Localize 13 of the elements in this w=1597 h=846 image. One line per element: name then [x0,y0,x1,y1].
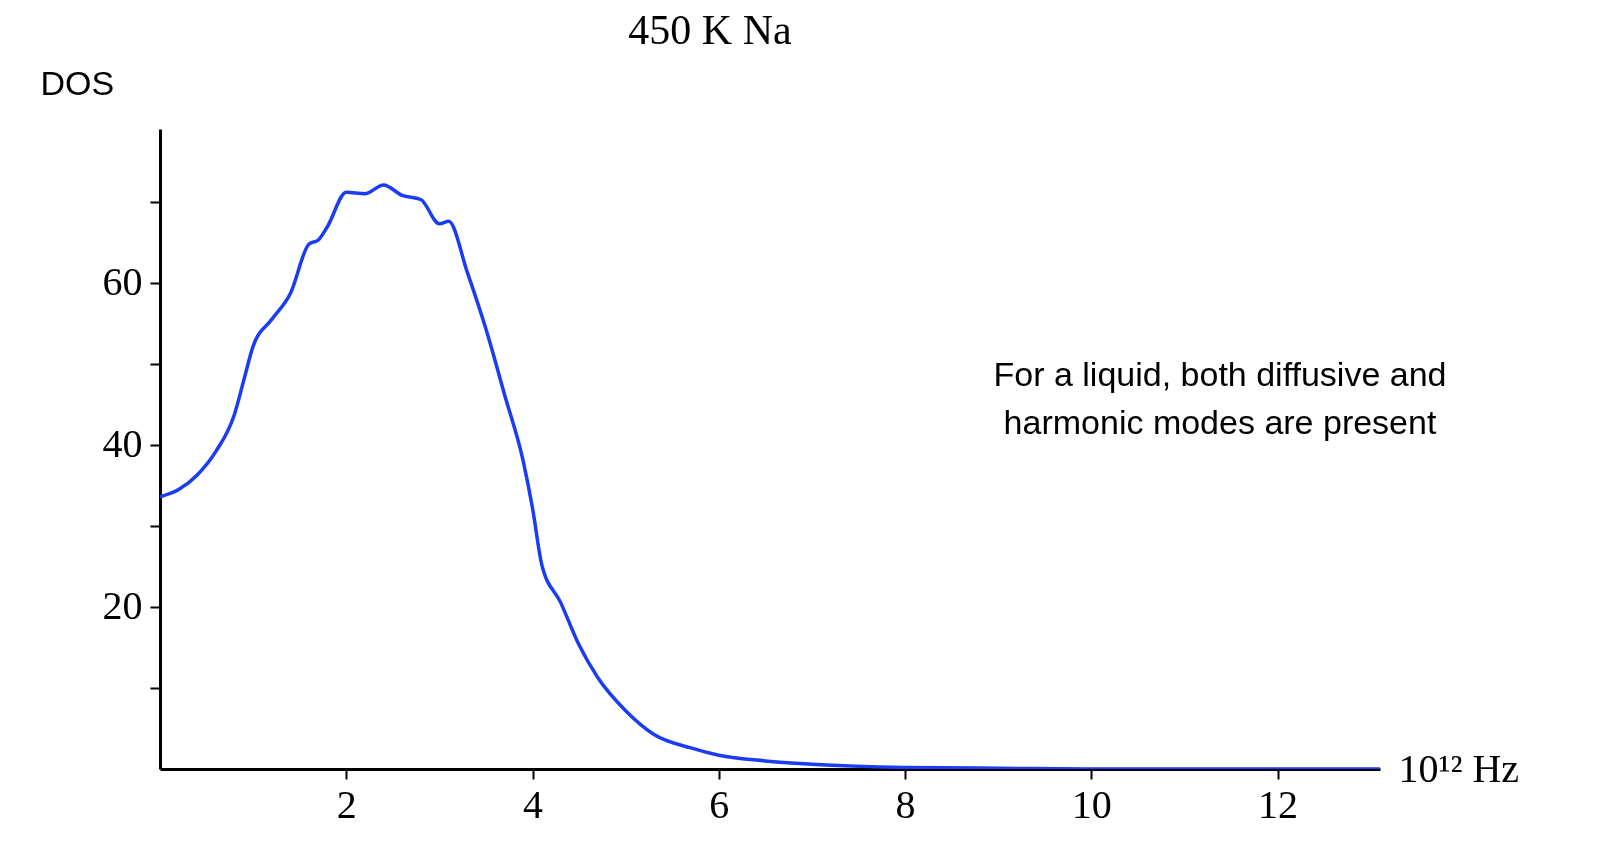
annotation: For a liquid, both diffusive and harmonic modes are present [993,355,1447,441]
x-tick-label: 6 [709,781,730,827]
chart-title: 450 K Na [628,7,793,53]
y-tick-label: 60 [102,259,143,305]
x-tick-label: 8 [895,781,916,827]
y-axis-title: DOS [40,63,115,102]
x-axis-title: 10¹² Hz [1398,745,1520,791]
y-tick-label: 20 [102,583,143,629]
x-tick-label: 4 [523,781,544,827]
x-tick-label: 10 [1071,781,1112,827]
x-tick-label: 2 [336,781,357,827]
x-tick-label: 12 [1258,781,1299,827]
y-tick-label: 40 [102,421,143,467]
